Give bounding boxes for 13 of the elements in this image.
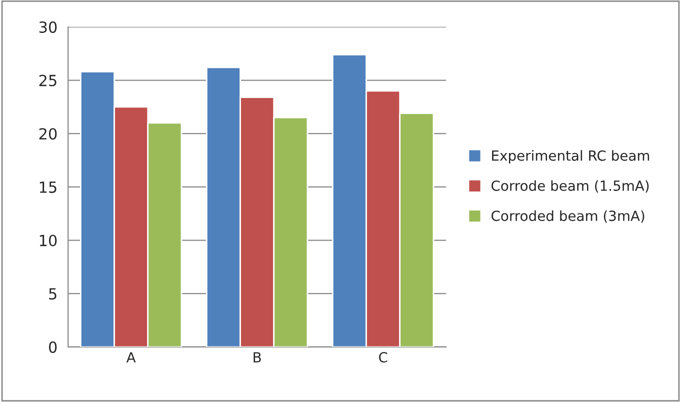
legend-label: Experimental RC beam [492,150,650,164]
y-tick-label: 10 [40,234,57,246]
y-tick-label: 30 [39,21,57,33]
x-tick-label: A [126,352,136,362]
legend-label: Corrode beam (1.5mA) [492,180,649,193]
y-tick-label: 25 [39,74,56,86]
x-tick-label: C [378,352,388,363]
x-tick-label: B [254,352,261,362]
y-tick-label: 5 [49,288,56,300]
y-tick-label: 0 [48,341,57,353]
y-tick-label: 15 [40,182,56,193]
legend-label: Corroded beam (3mA) [492,210,644,223]
y-tick-label: 20 [39,128,57,140]
